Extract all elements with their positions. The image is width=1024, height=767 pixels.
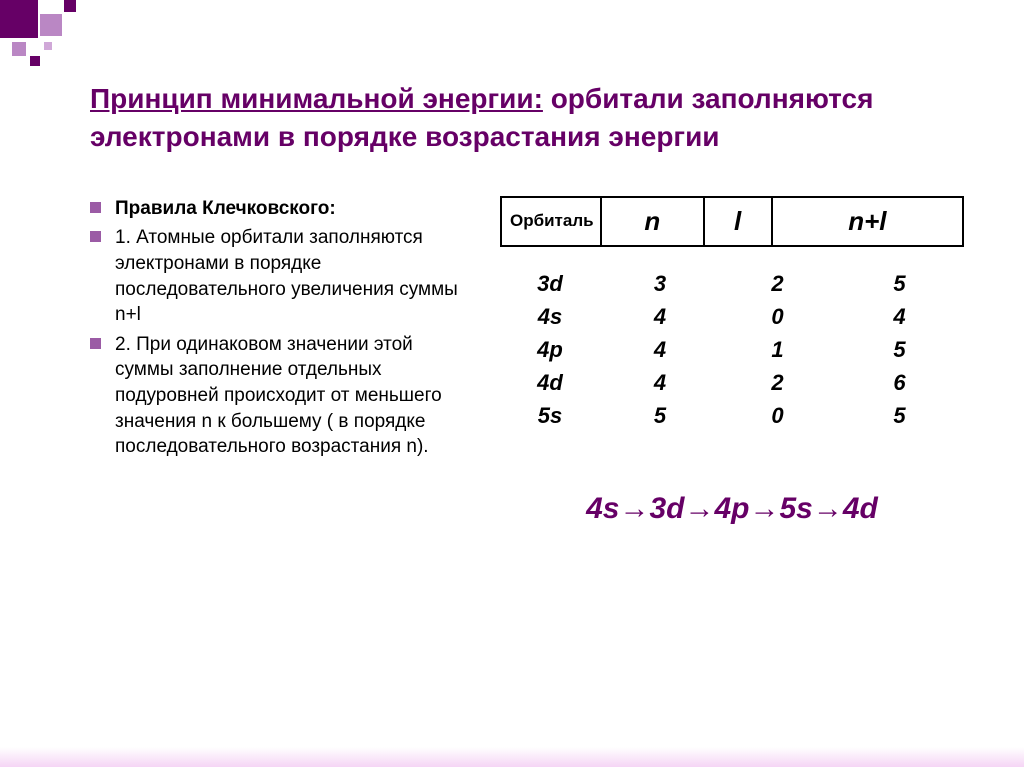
deco-square: [12, 42, 26, 56]
bullet-text: 1. Атомные орбитали заполняются электрон…: [115, 225, 470, 328]
slide-title: Принцип минимальной энергии: орбитали за…: [90, 80, 964, 156]
table-cell: 4: [600, 300, 720, 333]
bullet-item: 2. При одинаковом значении этой суммы за…: [90, 332, 470, 460]
table-cell: 4: [835, 300, 964, 333]
filling-sequence: 4s→3d→4p→5s→4d: [500, 492, 964, 526]
table-cell: 4: [600, 333, 720, 366]
body-row: Правила Клечковского: 1. Атомные орбитали…: [90, 196, 964, 526]
table-cell: 0: [720, 399, 835, 432]
bullet-item: Правила Клечковского:: [90, 196, 470, 222]
deco-square: [30, 56, 40, 66]
table-row: 4p415: [500, 333, 964, 366]
table-cell: 4s: [500, 300, 600, 333]
th-npl: n+l: [772, 197, 963, 246]
table-cell: 5s: [500, 399, 600, 432]
table-cell: 2: [720, 366, 835, 399]
table-header-row: Орбиталь n l n+l: [501, 197, 963, 246]
table-row: 3d325: [500, 267, 964, 300]
deco-square: [40, 14, 62, 36]
table-cell: 6: [835, 366, 964, 399]
table-cell: 0: [720, 300, 835, 333]
table-cell: 5: [600, 399, 720, 432]
orbital-table-header: Орбиталь n l n+l: [500, 196, 964, 247]
table-row: 5s505: [500, 399, 964, 432]
bullet-text: Правила Клечковского:: [115, 196, 336, 222]
table-cell: 4p: [500, 333, 600, 366]
deco-square: [64, 0, 76, 12]
table-cell: 3: [600, 267, 720, 300]
deco-square: [44, 42, 52, 50]
bullet-marker-icon: [90, 338, 101, 349]
table-row: 4s404: [500, 300, 964, 333]
th-n: n: [601, 197, 704, 246]
slide-content: Принцип минимальной энергии: орбитали за…: [0, 0, 1024, 566]
deco-square: [0, 0, 38, 38]
table-cell: 5: [835, 399, 964, 432]
orbital-table-body: 3d3254s4044p4154d4265s505: [500, 267, 964, 432]
bullet-column: Правила Клечковского: 1. Атомные орбитали…: [90, 196, 470, 526]
table-cell: 4: [600, 366, 720, 399]
table-cell: 2: [720, 267, 835, 300]
table-cell: 1: [720, 333, 835, 366]
title-underlined: Принцип минимальной энергии:: [90, 83, 543, 114]
th-l: l: [704, 197, 772, 246]
table-cell: 4d: [500, 366, 600, 399]
bullet-item: 1. Атомные орбитали заполняются электрон…: [90, 225, 470, 328]
bullet-marker-icon: [90, 231, 101, 242]
table-cell: 3d: [500, 267, 600, 300]
bullet-text: 2. При одинаковом значении этой суммы за…: [115, 332, 470, 460]
table-cell: 5: [835, 333, 964, 366]
table-row: 4d426: [500, 366, 964, 399]
table-cell: 5: [835, 267, 964, 300]
th-orbital: Орбиталь: [501, 197, 601, 246]
table-column: Орбиталь n l n+l 3d3254s4044p4154d4265s5…: [500, 196, 964, 526]
footer-gradient: [0, 747, 1024, 767]
corner-decoration: [0, 0, 120, 80]
bullet-marker-icon: [90, 202, 101, 213]
